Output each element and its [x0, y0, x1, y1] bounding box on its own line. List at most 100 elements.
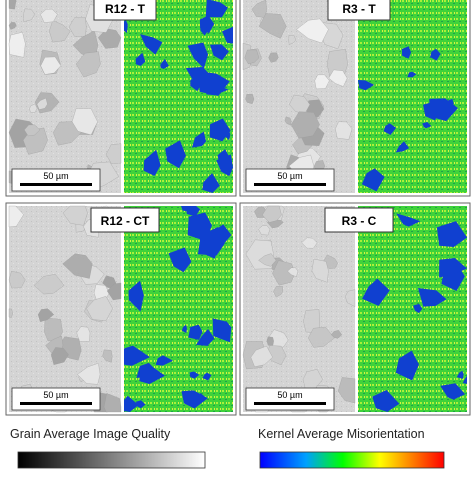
grain: [86, 296, 113, 321]
grain: [288, 35, 296, 45]
low-kam-region: [189, 371, 200, 379]
low-kam-region: [202, 372, 212, 381]
grain: [23, 8, 36, 22]
grain: [268, 52, 279, 63]
low-kam-region: [210, 44, 229, 61]
legend-title: Kernel Average Misorientation: [258, 427, 425, 441]
grain: [40, 56, 62, 75]
low-kam-region: [383, 123, 397, 135]
low-kam-region: [417, 288, 447, 307]
grain: [75, 51, 101, 78]
grain: [50, 347, 69, 365]
low-kam-region: [429, 98, 458, 122]
kam-colorbar: [259, 451, 445, 469]
low-kam-region: [358, 80, 375, 91]
grain: [37, 308, 55, 322]
grain: [36, 97, 48, 110]
low-kam-region: [160, 58, 169, 69]
low-kam-region: [190, 77, 203, 92]
grain: [250, 345, 273, 367]
grain: [311, 258, 329, 283]
low-kam-region: [187, 42, 209, 69]
label-box: [327, 0, 391, 21]
grain: [296, 18, 329, 44]
low-kam-region: [413, 303, 423, 314]
low-kam-region: [361, 168, 385, 192]
grain: [337, 377, 356, 404]
low-kam-region: [124, 395, 139, 412]
low-kam-region: [213, 224, 232, 245]
low-kam-region: [440, 383, 466, 400]
panel: R12 - T 50 µm: [5, 0, 237, 197]
low-kam-region: [372, 389, 400, 412]
grain: [102, 349, 113, 363]
low-kam-region: [462, 375, 467, 385]
grain: [301, 237, 318, 249]
grain: [8, 308, 13, 318]
grain: [33, 274, 65, 295]
panel-label: R3 - T: [342, 2, 376, 16]
low-kam-region: [439, 258, 467, 278]
grain: [258, 225, 271, 236]
low-kam-region: [205, 0, 228, 18]
grain: [244, 49, 260, 65]
kam-map: [358, 0, 467, 193]
scale-bar: [254, 183, 326, 186]
low-kam-region: [140, 34, 163, 55]
low-kam-region: [136, 362, 157, 378]
grain: [272, 260, 296, 286]
low-kam-region: [401, 46, 412, 59]
panel-label: R3 - C: [342, 214, 377, 228]
low-kam-region: [124, 345, 150, 366]
low-kam-region: [430, 48, 441, 61]
low-kam-region: [143, 149, 161, 177]
grain: [62, 253, 93, 279]
low-kam-region: [209, 118, 231, 142]
grain: [106, 282, 122, 301]
low-kam-region: [165, 140, 186, 169]
scale-bar: [20, 183, 92, 186]
grain: [40, 8, 58, 23]
grain: [290, 111, 320, 139]
grain: [314, 74, 330, 90]
scale-bar-label: 50 µm: [277, 171, 302, 181]
low-kam-region: [135, 52, 146, 66]
grain: [273, 286, 284, 298]
low-kam-region: [191, 131, 207, 148]
grain: [287, 267, 299, 277]
grain: [103, 393, 122, 413]
low-kam-region: [196, 328, 215, 346]
low-kam-region: [181, 206, 196, 212]
grain: [258, 253, 277, 267]
grain: [331, 330, 343, 339]
low-kam-region: [396, 213, 421, 227]
panel: R12 - CT 50 µm: [5, 202, 237, 416]
low-kam-region: [222, 26, 233, 44]
low-kam-region: [168, 247, 192, 273]
panel: R3 - C 50 µm: [239, 202, 471, 416]
grain: [24, 124, 41, 137]
low-kam-region: [181, 324, 187, 334]
low-kam-region: [216, 154, 233, 177]
grain: [266, 336, 274, 346]
panel: R3 - T 50 µm: [239, 0, 471, 197]
low-kam-region: [135, 400, 146, 409]
low-kam-region: [436, 221, 467, 248]
grain: [77, 363, 101, 385]
label-box: [93, 0, 157, 21]
grain: [29, 103, 38, 113]
low-kam-region: [456, 370, 464, 379]
grain: [335, 121, 353, 140]
low-kam-region: [212, 318, 232, 343]
low-kam-region: [200, 25, 210, 36]
low-kam-region: [155, 355, 174, 366]
legend-title: Grain Average Image Quality: [10, 427, 171, 441]
grain: [328, 69, 348, 87]
grain: [284, 116, 292, 126]
gray-colorbar: [17, 451, 206, 469]
low-kam-region: [407, 71, 417, 78]
low-kam-region: [128, 280, 144, 312]
low-kam-region: [202, 173, 220, 193]
grain: [76, 326, 91, 342]
